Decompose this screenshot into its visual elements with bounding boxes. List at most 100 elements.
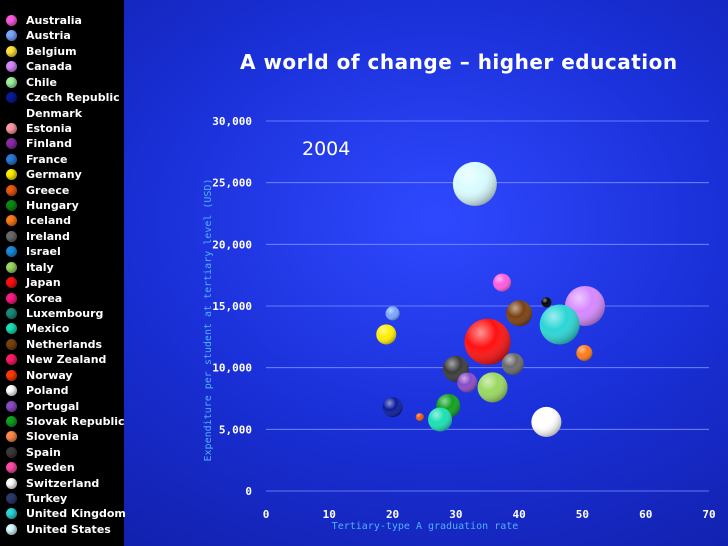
legend-marker	[6, 446, 17, 458]
legend-item: Luxembourg	[6, 306, 103, 321]
legend-label: Korea	[26, 291, 63, 305]
bubble	[382, 397, 403, 418]
bubble-shine	[464, 318, 511, 365]
bubble-shine	[477, 372, 508, 403]
legend-item: Greece	[6, 183, 69, 198]
x-tick-label: 0	[263, 508, 270, 521]
legend-marker	[6, 354, 17, 366]
legend-label: Israel	[26, 245, 61, 259]
legend-label: Spain	[26, 445, 61, 459]
legend-item: Turkey	[6, 491, 67, 506]
legend-marker	[6, 307, 17, 319]
x-tick-label: 70	[702, 508, 715, 521]
legend-item: Spain	[6, 445, 61, 460]
legend-marker	[6, 153, 17, 165]
bubble	[506, 300, 533, 327]
bubble	[428, 407, 453, 432]
bubble	[457, 372, 478, 393]
legend-label: Greece	[26, 183, 70, 197]
legend-label: Iceland	[26, 214, 71, 228]
legend-item: Czech Republic	[6, 90, 120, 105]
chart-legend: Australia Austria Belgium Canada Chile Czech …	[0, 0, 126, 546]
legend-item: Korea	[6, 291, 62, 306]
bubble	[539, 304, 580, 345]
legend-item: Australia	[6, 13, 82, 28]
bubble	[576, 344, 593, 361]
legend-marker	[6, 45, 17, 57]
legend-label: Norway	[26, 368, 73, 382]
legend-label: Netherlands	[26, 337, 103, 351]
x-tick-label: 50	[576, 508, 589, 521]
legend-item: Estonia	[6, 121, 72, 136]
bubble	[531, 406, 562, 437]
legend-item: Italy	[6, 260, 54, 275]
year-annotation: 2004	[302, 138, 350, 160]
legend-item: Hungary	[6, 198, 79, 213]
y-tick-label: 0	[245, 485, 252, 498]
legend-marker	[6, 462, 17, 474]
bubble	[493, 273, 512, 292]
legend-label: Italy	[26, 260, 54, 274]
legend-marker	[6, 477, 17, 489]
legend-marker	[6, 15, 17, 26]
legend-marker	[6, 138, 17, 150]
legend-item: Mexico	[6, 321, 69, 336]
y-tick-label: 10,000	[212, 362, 252, 375]
bubble-shine	[541, 297, 552, 308]
legend-label: Estonia	[26, 121, 72, 135]
legend-label: Mexico	[26, 322, 70, 336]
legend-label: Turkey	[26, 492, 68, 506]
legend-marker	[6, 76, 17, 88]
legend-marker	[6, 169, 17, 181]
legend-label: Slovenia	[26, 430, 79, 444]
legend-item: Ireland	[6, 229, 70, 244]
legend-marker	[6, 508, 17, 520]
legend-label: Ireland	[26, 229, 70, 243]
y-axis-label: Expenditure per student at tertiary leve…	[203, 179, 214, 462]
legend-item: Switzerland	[6, 476, 99, 491]
legend-label: New Zealand	[26, 353, 107, 367]
legend-label: Canada	[26, 60, 73, 74]
x-axis-label: Tertiary-type A graduation rate	[332, 521, 519, 532]
legend-item: Netherlands	[6, 337, 102, 352]
bubble-shine	[382, 397, 403, 418]
legend-marker	[6, 338, 17, 350]
legend-marker	[6, 385, 17, 397]
legend-marker	[6, 246, 17, 258]
bubble-shine	[415, 413, 424, 421]
legend-label: Slovak Republic	[26, 414, 125, 428]
legend-label: Belgium	[26, 44, 77, 58]
bubble	[385, 306, 400, 321]
legend-marker	[6, 107, 17, 119]
legend-marker	[6, 92, 17, 104]
legend-item: Slovenia	[6, 429, 79, 444]
legend-item: Iceland	[6, 213, 71, 228]
bubble-shine	[531, 406, 562, 437]
x-tick-label: 20	[386, 508, 399, 521]
bubble-shine	[452, 161, 497, 206]
legend-marker	[6, 184, 17, 196]
legend-item: Portugal	[6, 399, 79, 414]
y-tick-label: 15,000	[212, 300, 252, 313]
legend-item: Finland	[6, 136, 72, 151]
legend-marker	[6, 400, 17, 412]
legend-marker	[6, 431, 17, 443]
bubble-shine	[385, 306, 400, 321]
y-tick-label: 20,000	[212, 238, 252, 251]
bubble-shine	[501, 352, 524, 375]
legend-item: Israel	[6, 244, 61, 259]
legend-label: United States	[26, 522, 111, 536]
bubble-shine	[493, 273, 512, 292]
legend-marker	[6, 493, 17, 505]
y-tick-label: 5,000	[219, 423, 252, 436]
legend-item: United States	[6, 522, 111, 537]
legend-item: Canada	[6, 59, 72, 74]
legend-label: Germany	[26, 168, 82, 182]
legend-item: Norway	[6, 368, 73, 383]
legend-marker	[6, 277, 17, 289]
legend-marker	[6, 261, 17, 273]
legend-label: Luxembourg	[26, 306, 104, 320]
y-tick-label: 30,000	[212, 115, 252, 128]
legend-marker	[6, 230, 17, 242]
